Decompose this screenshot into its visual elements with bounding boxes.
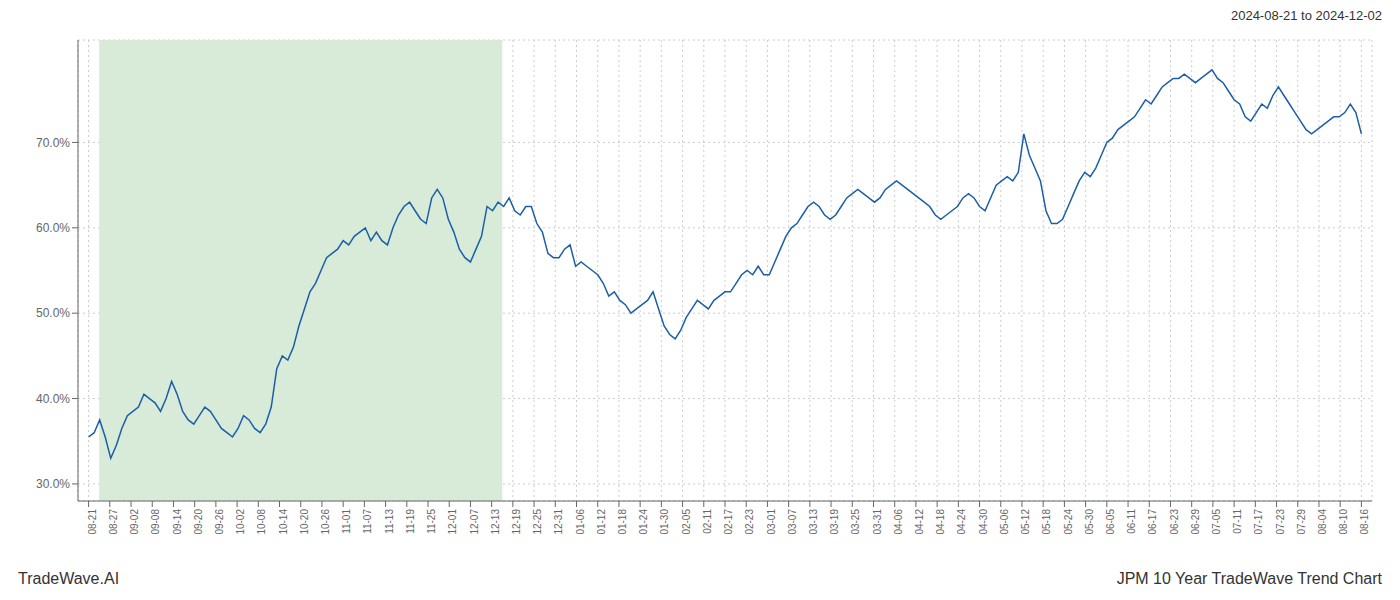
svg-text:09-08: 09-08 [150, 509, 161, 535]
svg-text:11-07: 11-07 [362, 509, 373, 534]
svg-text:03-13: 03-13 [808, 509, 819, 535]
svg-text:01-12: 01-12 [596, 509, 607, 535]
svg-text:12-13: 12-13 [490, 509, 501, 535]
svg-text:11-19: 11-19 [405, 509, 416, 534]
svg-text:11-01: 11-01 [341, 509, 352, 534]
svg-text:04-24: 04-24 [956, 509, 967, 535]
svg-text:04-18: 04-18 [935, 509, 946, 535]
html-text:JPM 10 Year TradeWave Trend Ch: JPM 10 Year TradeWave Trend Chart [1116, 570, 1382, 587]
svg-text:06-29: 06-29 [1190, 509, 1201, 535]
svg-text:10-02: 10-02 [235, 509, 246, 535]
svg-text:11-13: 11-13 [384, 509, 395, 534]
svg-text:04-30: 04-30 [978, 509, 989, 535]
svg-text:10-08: 10-08 [256, 509, 267, 535]
svg-text:10-20: 10-20 [299, 509, 310, 535]
svg-text:03-19: 03-19 [829, 509, 840, 535]
svg-text:06-11: 06-11 [1126, 509, 1137, 534]
svg-text:07-29: 07-29 [1296, 509, 1307, 535]
svg-text:04-12: 04-12 [914, 509, 925, 535]
svg-text:12-01: 12-01 [447, 509, 458, 535]
svg-text:06-23: 06-23 [1169, 509, 1180, 535]
svg-text:06-17: 06-17 [1147, 509, 1158, 535]
svg-text:12-25: 12-25 [532, 509, 543, 535]
svg-text:08-21: 08-21 [87, 509, 98, 535]
svg-text:07-17: 07-17 [1253, 509, 1264, 535]
svg-text:08-04: 08-04 [1317, 509, 1328, 535]
svg-text:01-24: 01-24 [638, 509, 649, 535]
html-text:TradeWave.AI: TradeWave.AI [18, 570, 120, 587]
svg-text:07-23: 07-23 [1275, 509, 1286, 535]
svg-text:01-06: 01-06 [575, 509, 586, 535]
svg-text:06-05: 06-05 [1105, 509, 1116, 535]
svg-text:08-10: 08-10 [1338, 509, 1349, 535]
svg-text:03-01: 03-01 [766, 509, 777, 535]
svg-text:12-19: 12-19 [511, 509, 522, 535]
svg-text:40.0%: 40.0% [36, 392, 70, 406]
svg-text:01-18: 01-18 [617, 509, 628, 535]
svg-text:09-26: 09-26 [214, 509, 225, 535]
svg-text:60.0%: 60.0% [36, 221, 70, 235]
svg-text:03-31: 03-31 [872, 509, 883, 535]
svg-text:09-20: 09-20 [193, 509, 204, 535]
svg-text:05-12: 05-12 [1020, 509, 1031, 535]
svg-text:08-27: 08-27 [108, 509, 119, 535]
svg-text:09-02: 09-02 [129, 509, 140, 535]
svg-text:01-30: 01-30 [659, 509, 670, 535]
svg-text:05-24: 05-24 [1063, 509, 1074, 535]
svg-text:02-23: 02-23 [744, 509, 755, 535]
svg-text:12-07: 12-07 [469, 509, 480, 535]
svg-text:04-06: 04-06 [893, 509, 904, 535]
svg-text:07-11: 07-11 [1232, 509, 1243, 534]
svg-text:02-17: 02-17 [723, 509, 734, 535]
svg-text:10-14: 10-14 [278, 509, 289, 535]
svg-text:12-31: 12-31 [553, 509, 564, 535]
svg-text:02-05: 02-05 [681, 509, 692, 535]
svg-text:03-25: 03-25 [850, 509, 861, 535]
html-text:2024-08-21 to 2024-12-02: 2024-08-21 to 2024-12-02 [1230, 8, 1382, 23]
svg-text:09-14: 09-14 [172, 509, 183, 535]
svg-text:11-25: 11-25 [426, 509, 437, 534]
svg-text:02-11: 02-11 [702, 509, 713, 534]
svg-text:30.0%: 30.0% [36, 477, 70, 491]
svg-text:05-30: 05-30 [1084, 509, 1095, 535]
svg-text:70.0%: 70.0% [36, 136, 70, 150]
svg-text:05-06: 05-06 [999, 509, 1010, 535]
svg-text:10-26: 10-26 [320, 509, 331, 535]
svg-text:50.0%: 50.0% [36, 306, 70, 320]
svg-text:07-05: 07-05 [1211, 509, 1222, 535]
svg-text:05-18: 05-18 [1041, 509, 1052, 535]
svg-text:08-16: 08-16 [1359, 509, 1370, 535]
svg-text:03-07: 03-07 [787, 509, 798, 535]
